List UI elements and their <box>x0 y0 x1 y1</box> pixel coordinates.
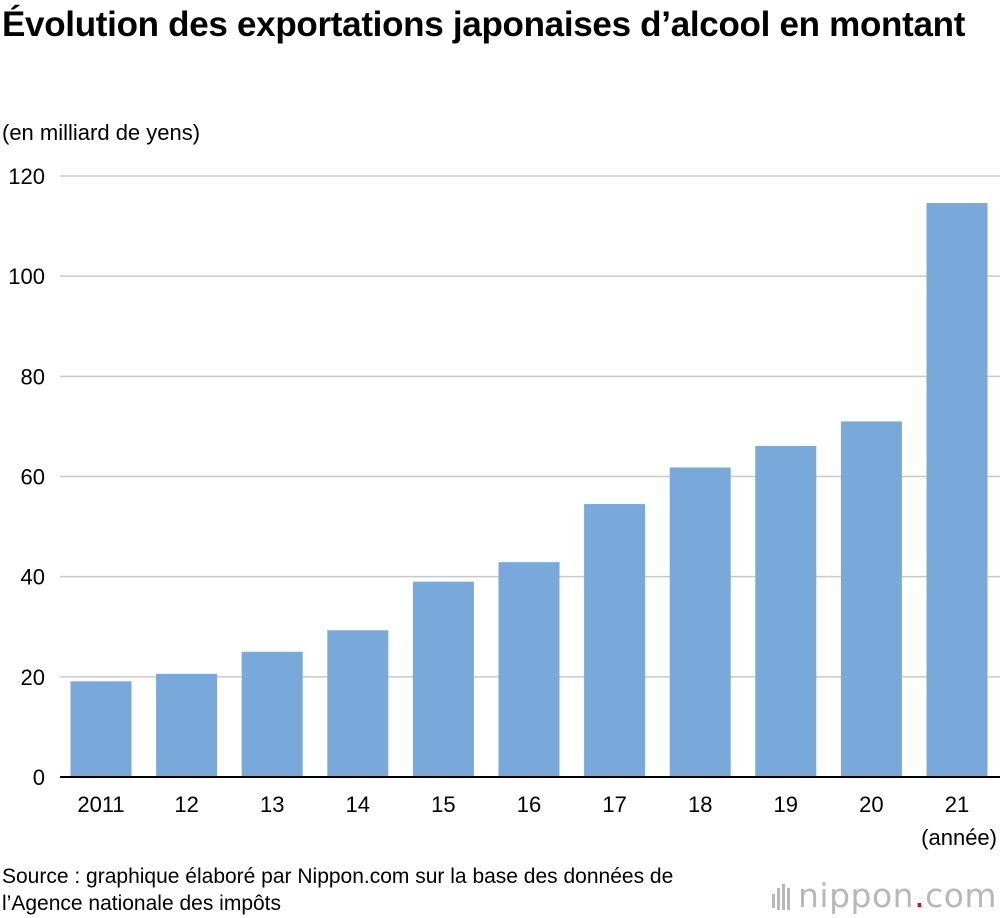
brand-suffix: com <box>925 876 998 915</box>
x-tick-label: 14 <box>346 792 370 817</box>
source-note: Source : graphique élaboré par Nippon.co… <box>2 865 674 915</box>
brand-dot: . <box>914 876 926 915</box>
bar <box>70 681 132 777</box>
x-tick-label: 16 <box>517 792 541 817</box>
y-axis-ticks: 0 20 40 60 80 100 120 <box>8 164 45 790</box>
y-tick-label: 20 <box>21 665 45 690</box>
x-axis-unit-label: (année) <box>921 825 997 850</box>
x-tick-label: 21 <box>945 792 969 817</box>
x-tick-label: 18 <box>688 792 712 817</box>
x-tick-label: 19 <box>774 792 798 817</box>
y-tick-label: 100 <box>8 264 45 289</box>
bar <box>156 673 218 777</box>
x-tick-label: 17 <box>602 792 626 817</box>
y-tick-label: 40 <box>21 565 45 590</box>
x-tick-label: 13 <box>260 792 284 817</box>
bar <box>926 203 988 778</box>
bar <box>840 421 902 777</box>
x-tick-label: 15 <box>431 792 455 817</box>
x-tick-label: 12 <box>174 792 198 817</box>
bar <box>327 630 389 777</box>
nippon-logo-icon <box>772 884 790 910</box>
y-tick-label: 0 <box>33 765 45 790</box>
y-axis-unit-label: (en milliard de yens) <box>2 120 201 145</box>
y-tick-label: 80 <box>21 364 45 389</box>
bar-chart: 0 20 40 60 80 100 120 2011 12 13 14 15 16 17 18 19 20 21… <box>8 164 1000 850</box>
bar <box>755 445 817 777</box>
y-tick-label: 60 <box>21 465 45 490</box>
y-tick-label: 120 <box>8 164 45 189</box>
brand-logo: nippon.com <box>798 878 997 914</box>
bar <box>498 562 560 777</box>
x-axis-ticks: 2011 12 13 14 15 16 17 18 19 20 21 <box>77 792 969 817</box>
bar <box>584 504 646 777</box>
bar <box>241 651 303 777</box>
bar <box>412 581 474 777</box>
chart-title: Évolution des exportations japonaises d’… <box>2 5 966 44</box>
bars <box>70 203 988 778</box>
bar <box>669 467 731 777</box>
x-tick-label: 2011 <box>77 792 124 817</box>
x-tick-label: 20 <box>859 792 883 817</box>
brand-name: nippon <box>798 876 915 915</box>
